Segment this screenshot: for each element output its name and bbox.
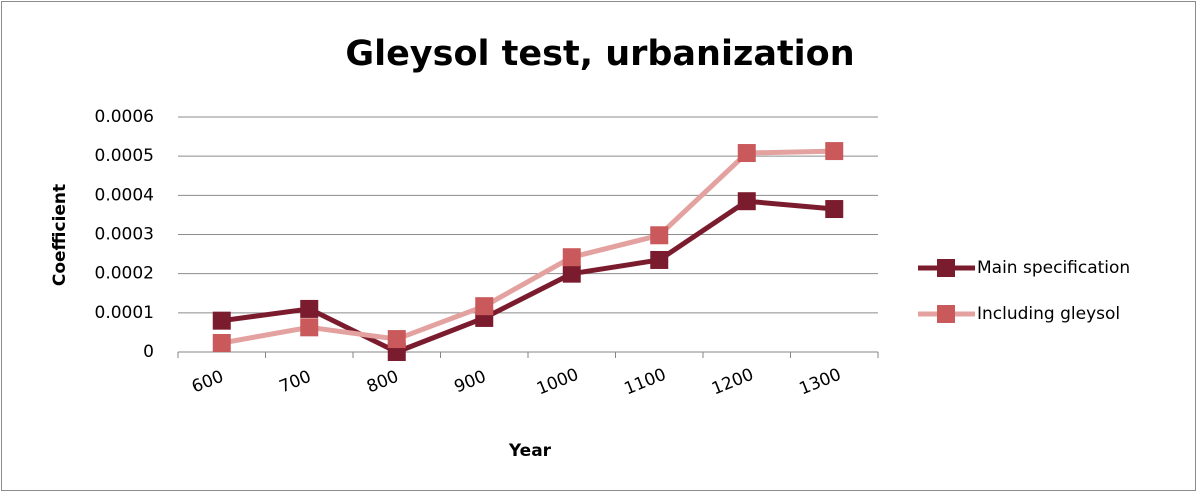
marker xyxy=(737,192,756,211)
series-line xyxy=(221,148,835,346)
marker xyxy=(825,142,844,161)
marker xyxy=(562,248,581,267)
marker xyxy=(737,144,756,163)
marker xyxy=(825,200,844,219)
marker xyxy=(387,330,406,349)
marker xyxy=(650,226,669,245)
marker xyxy=(475,297,494,316)
legend-marker xyxy=(937,305,955,323)
y-tick-label: 0.0006 xyxy=(95,107,154,127)
marker xyxy=(562,264,581,283)
legend-marker xyxy=(937,259,955,277)
y-axis-label: Coefficient xyxy=(50,184,70,286)
chart-title: Gleysol test, urbanization xyxy=(345,34,854,74)
y-tick-label: 0 xyxy=(143,342,154,362)
x-axis-label: Year xyxy=(508,441,552,461)
y-tick-label: 0.0003 xyxy=(95,225,154,245)
series-line xyxy=(221,198,835,355)
marker xyxy=(650,250,669,269)
y-tick-label: 0.0005 xyxy=(95,146,154,166)
y-tick-label: 0.0004 xyxy=(95,185,154,205)
y-tick-label: 0.0002 xyxy=(95,264,154,284)
marker xyxy=(212,333,231,352)
legend-label: Main specification xyxy=(977,258,1130,278)
marker xyxy=(212,311,231,330)
marker xyxy=(300,299,319,318)
legend-label: Including gleysol xyxy=(977,304,1120,324)
marker xyxy=(300,318,319,337)
y-tick-label: 0.0001 xyxy=(95,303,154,323)
